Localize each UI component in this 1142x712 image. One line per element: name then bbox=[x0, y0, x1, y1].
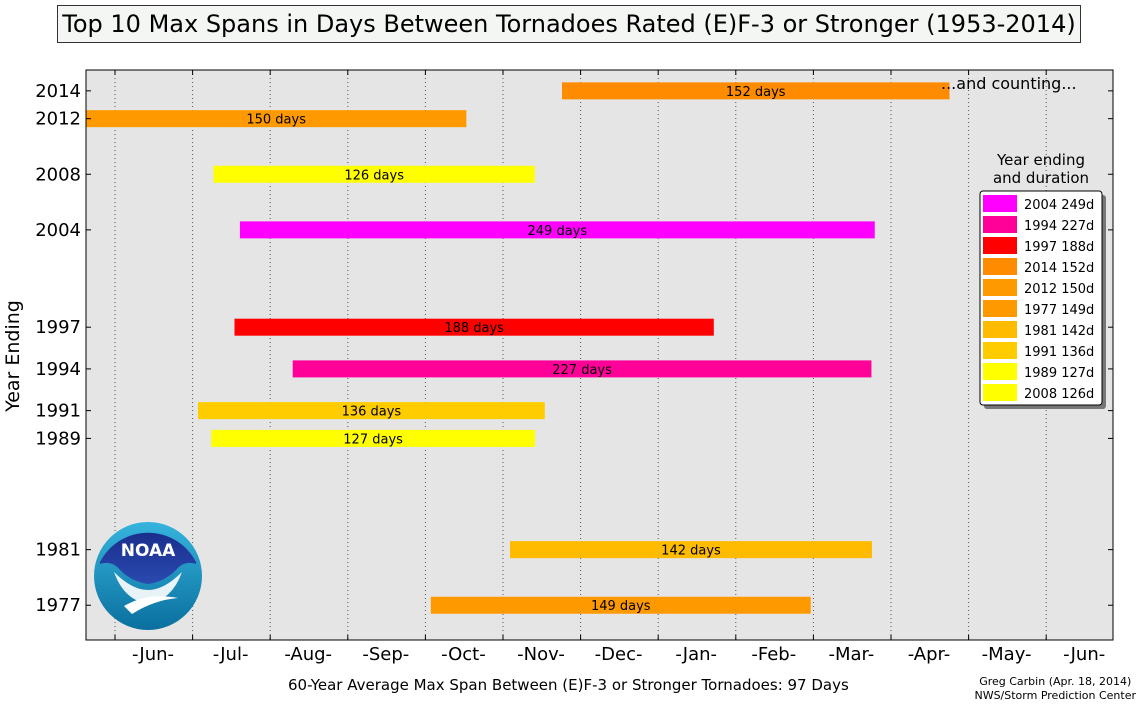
legend-item-label: 2008 126d bbox=[1024, 387, 1094, 402]
legend-item-label: 2004 249d bbox=[1024, 198, 1094, 213]
credit-author: Greg Carbin (Apr. 18, 2014) bbox=[979, 675, 1132, 688]
y-tick-label: 2012 bbox=[35, 109, 81, 130]
noaa-logo-text: NOAA bbox=[121, 541, 176, 561]
x-tick-label: -Feb- bbox=[751, 644, 796, 665]
x-tick-label: -Jan- bbox=[675, 644, 717, 665]
bar-2008 bbox=[213, 165, 535, 183]
legend-item-label: 1977 149d bbox=[1024, 303, 1094, 318]
x-tick-label: -Jun- bbox=[132, 644, 174, 665]
bar-2012 bbox=[86, 110, 467, 128]
legend-swatch bbox=[983, 237, 1017, 254]
legend-item-label: 2014 152d bbox=[1024, 261, 1094, 276]
bar-2004 bbox=[239, 221, 875, 239]
y-tick-label: 1981 bbox=[35, 540, 81, 561]
legend-swatch bbox=[983, 363, 1017, 380]
x-tick-label: -Apr- bbox=[908, 644, 951, 665]
and-counting-annotation: ...and counting... bbox=[941, 74, 1077, 93]
y-tick-label: 2008 bbox=[35, 164, 81, 185]
grid-lines bbox=[114, 70, 1047, 640]
bars: 152 days 150 days 126 days 249 days 188 days… bbox=[86, 82, 950, 614]
bar-label-2008: 126 days bbox=[344, 168, 404, 183]
legend-item-label: 1989 127d bbox=[1024, 366, 1094, 381]
credit-org: NWS/Storm Prediction Center bbox=[974, 689, 1136, 702]
x-tick-label: -Oct- bbox=[441, 644, 486, 665]
bar-label-1991: 136 days bbox=[342, 405, 402, 420]
bar-1989 bbox=[211, 429, 536, 447]
plot-frame bbox=[85, 69, 1114, 641]
bar-label-1977: 149 days bbox=[591, 599, 651, 614]
legend-item-label: 1994 227d bbox=[1024, 219, 1094, 234]
legend-item-label: 1991 136d bbox=[1024, 345, 1094, 360]
x-tick-label: -Aug- bbox=[284, 644, 332, 665]
legend-swatch bbox=[983, 342, 1017, 359]
legend-subtitle: and duration bbox=[993, 169, 1089, 187]
legend-swatch bbox=[983, 216, 1017, 233]
bar-label-2012: 150 days bbox=[246, 113, 306, 128]
bar-label-2004: 249 days bbox=[528, 224, 588, 239]
x-axis-label: 60-Year Average Max Span Between (E)F-3 … bbox=[288, 676, 849, 694]
legend-swatch bbox=[983, 321, 1017, 338]
x-tick-label: -Jul- bbox=[213, 644, 249, 665]
bar-label-1997: 188 days bbox=[444, 321, 504, 336]
y-tick-label: 1991 bbox=[35, 401, 81, 422]
legend-swatch bbox=[983, 258, 1017, 275]
y-tick-label: 1997 bbox=[35, 317, 81, 338]
x-tick-label: -May- bbox=[982, 644, 1032, 665]
bar-1991 bbox=[198, 402, 545, 420]
bar-label-1989: 127 days bbox=[343, 432, 403, 447]
bar-1997 bbox=[234, 318, 714, 336]
y-tick-label: 1994 bbox=[35, 359, 81, 380]
axis-ticks: -Jun- -Jul- -Aug- -Sep- -Oct- -Nov- -Dec- -Jan-… bbox=[35, 70, 1113, 665]
y-tick-label: 2014 bbox=[35, 81, 81, 102]
legend-title: Year ending bbox=[996, 151, 1085, 169]
legend-swatch bbox=[983, 384, 1017, 401]
chart-title: Top 10 Max Spans in Days Between Tornado… bbox=[57, 5, 1081, 43]
legend-swatch bbox=[983, 279, 1017, 296]
bar-2014 bbox=[561, 82, 950, 100]
y-axis-label: Year Ending bbox=[2, 300, 24, 412]
y-tick-label: 1977 bbox=[35, 595, 81, 616]
bar-label-2014: 152 days bbox=[726, 85, 786, 100]
credit: Greg Carbin (Apr. 18, 2014) NWS/Storm Pr… bbox=[974, 675, 1136, 703]
legend-item-label: 1981 142d bbox=[1024, 324, 1094, 339]
y-tick-label: 2004 bbox=[35, 220, 81, 241]
legend-item-label: 2012 150d bbox=[1024, 282, 1094, 297]
bar-1981 bbox=[509, 541, 873, 559]
legend-swatch bbox=[983, 195, 1017, 212]
x-tick-label: -Sep- bbox=[362, 644, 409, 665]
legend-item-label: 1997 188d bbox=[1024, 240, 1094, 255]
bar-label-1981: 142 days bbox=[661, 544, 721, 559]
bar-label-1994: 227 days bbox=[552, 363, 612, 378]
bar-1994 bbox=[292, 360, 872, 378]
noaa-logo: NOAA bbox=[94, 522, 202, 630]
legend-swatch bbox=[983, 300, 1017, 317]
y-tick-label: 1989 bbox=[35, 428, 81, 449]
x-tick-label: -Mar- bbox=[828, 644, 874, 665]
bar-1977 bbox=[430, 596, 811, 614]
x-tick-label: -Nov- bbox=[517, 644, 565, 665]
x-tick-label: -Dec- bbox=[595, 644, 643, 665]
x-tick-label: -Jun- bbox=[1063, 644, 1105, 665]
